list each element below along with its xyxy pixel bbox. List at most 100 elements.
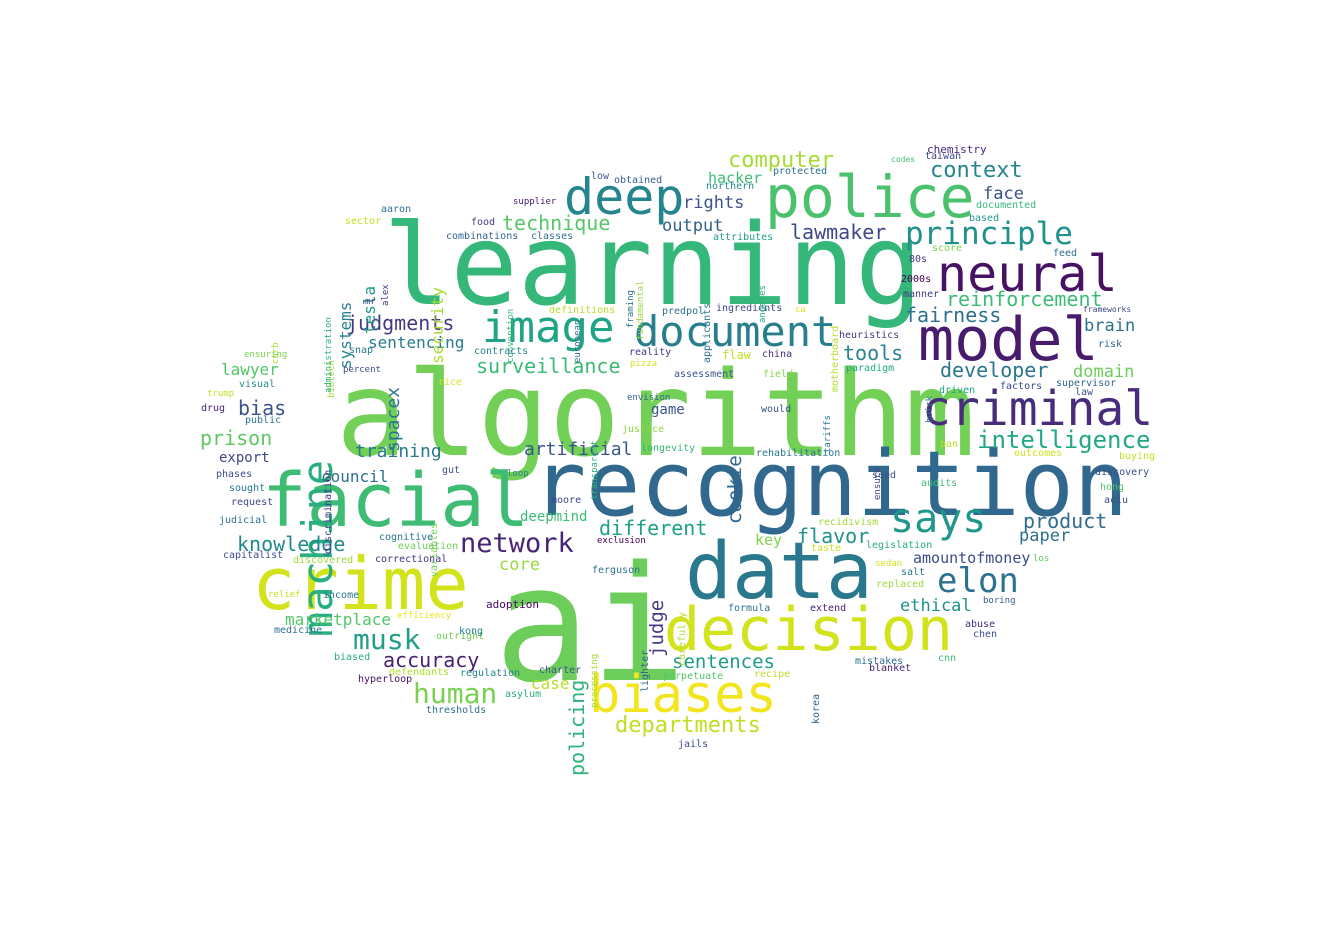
word-pizza: pizza: [630, 359, 658, 369]
word-curb: curb: [271, 342, 281, 364]
word-human: human: [413, 677, 498, 710]
word-alex: alex: [381, 284, 391, 306]
word-assessment: assessment: [674, 369, 735, 380]
word-envision: envision: [627, 393, 671, 403]
word-extend: extend: [810, 603, 847, 614]
word-deep: deep: [564, 168, 685, 226]
word-cnn: cnn: [938, 653, 957, 664]
word-accuracy: accuracy: [383, 648, 480, 672]
word-paper: paper: [1019, 526, 1071, 546]
word-knowledge: knowledge: [237, 532, 346, 556]
word-aclu: aclu: [1104, 495, 1129, 506]
word-contracts: contracts: [474, 346, 529, 357]
word-deepmind: deepmind: [520, 509, 588, 525]
word-export: export: [219, 450, 270, 466]
word-fundamental: fundamental: [636, 280, 646, 340]
word-mistakes: mistakes: [855, 656, 904, 667]
word-chemistry: chemistry: [927, 143, 987, 156]
word-carefully: carefully: [677, 612, 688, 667]
word-tesla: tesla: [360, 286, 379, 335]
word-discovered: discovered: [293, 555, 354, 566]
word-classes: classes: [531, 231, 574, 242]
word-hacker: hacker: [708, 169, 763, 187]
word-marketplace: marketplace: [285, 610, 391, 629]
word-paradigm: paradigm: [846, 363, 895, 374]
word-game: game: [651, 402, 685, 418]
word-risk: risk: [1098, 339, 1123, 350]
word-taste: taste: [811, 543, 842, 554]
word-developer: developer: [940, 358, 1049, 382]
word-jails: jails: [678, 739, 709, 750]
word-sentences: sentences: [672, 651, 775, 673]
word-ban: ban: [940, 439, 959, 450]
word-codes: codes: [891, 155, 916, 164]
word-context: context: [930, 158, 1023, 183]
word-flaw: flaw: [722, 348, 751, 362]
word-charter: charter: [539, 665, 582, 676]
word-product: product: [1023, 509, 1108, 533]
word-policing: policing: [565, 680, 589, 777]
word-network: network: [460, 528, 574, 559]
word-northern: northern: [706, 181, 755, 192]
word-systems: systems: [336, 302, 355, 370]
word-heuristics: heuristics: [839, 330, 900, 341]
word-training: training: [355, 441, 442, 462]
word-rehabilitation: rehabilitation: [756, 448, 841, 459]
word-artificial: artificial: [524, 439, 633, 460]
word-neural: neural: [937, 245, 1118, 303]
word-regulation: regulation: [460, 668, 521, 679]
word-documented: documented: [976, 200, 1037, 211]
word-ferguson: ferguson: [592, 565, 641, 576]
word-relief: relief: [268, 590, 301, 600]
word-low: low: [591, 171, 610, 182]
word-key: key: [755, 531, 783, 549]
word-buick: buick: [925, 396, 935, 424]
word-income: income: [323, 590, 360, 601]
word-definitions: definitions: [549, 305, 616, 316]
word-trump: trump: [207, 389, 235, 399]
word-rights: rights: [683, 193, 745, 213]
word-algorithm: algorithm: [336, 345, 976, 483]
word-korea: korea: [811, 694, 822, 725]
word-technique: technique: [502, 211, 611, 235]
word-ethical: ethical: [900, 596, 972, 616]
word-face: face: [983, 184, 1024, 204]
word-police: police: [765, 163, 975, 231]
word-score: score: [932, 243, 963, 254]
word-capitalist: capitalist: [223, 550, 284, 561]
word-reality: reality: [629, 347, 672, 358]
word-departments: departments: [615, 713, 761, 738]
word-perpetuate: perpetuate: [663, 671, 724, 682]
word-predpol: predpol: [662, 306, 705, 317]
word-outright: outright: [436, 631, 485, 642]
word-lighter: lighter: [640, 650, 651, 693]
word-medicine: medicine: [274, 625, 323, 636]
word-correctional: correctional: [375, 554, 448, 565]
word-recognition: recognition: [532, 432, 1129, 537]
word-driven: driven: [939, 385, 976, 396]
word-attributes: attributes: [713, 232, 774, 243]
word-cognitive: cognitive: [379, 532, 434, 543]
word-frameworks: frameworks: [1083, 305, 1132, 314]
word-public: public: [245, 415, 282, 426]
word-learning: learning: [383, 201, 923, 331]
word-manner: manner: [903, 289, 940, 300]
word-drug: drug: [201, 403, 226, 414]
word-thresholds: thresholds: [426, 705, 487, 716]
word-exclusion: exclusion: [597, 536, 646, 546]
word-biased: biased: [334, 652, 371, 663]
word-asylum: asylum: [505, 689, 542, 700]
word-data: data: [685, 527, 873, 617]
word-musk: musk: [353, 623, 421, 656]
word-loop: loop: [507, 469, 529, 479]
word-says: says: [890, 496, 987, 542]
word-principle: principle: [905, 216, 1073, 252]
word-buying: buying: [1119, 451, 1156, 462]
word-decision: decision: [664, 595, 953, 665]
word-blanket: blanket: [869, 663, 912, 674]
word-different: different: [599, 516, 708, 540]
word-judgments: judgments: [346, 311, 455, 335]
word-processing: processing: [590, 654, 600, 709]
word-sought: sought: [229, 483, 266, 494]
